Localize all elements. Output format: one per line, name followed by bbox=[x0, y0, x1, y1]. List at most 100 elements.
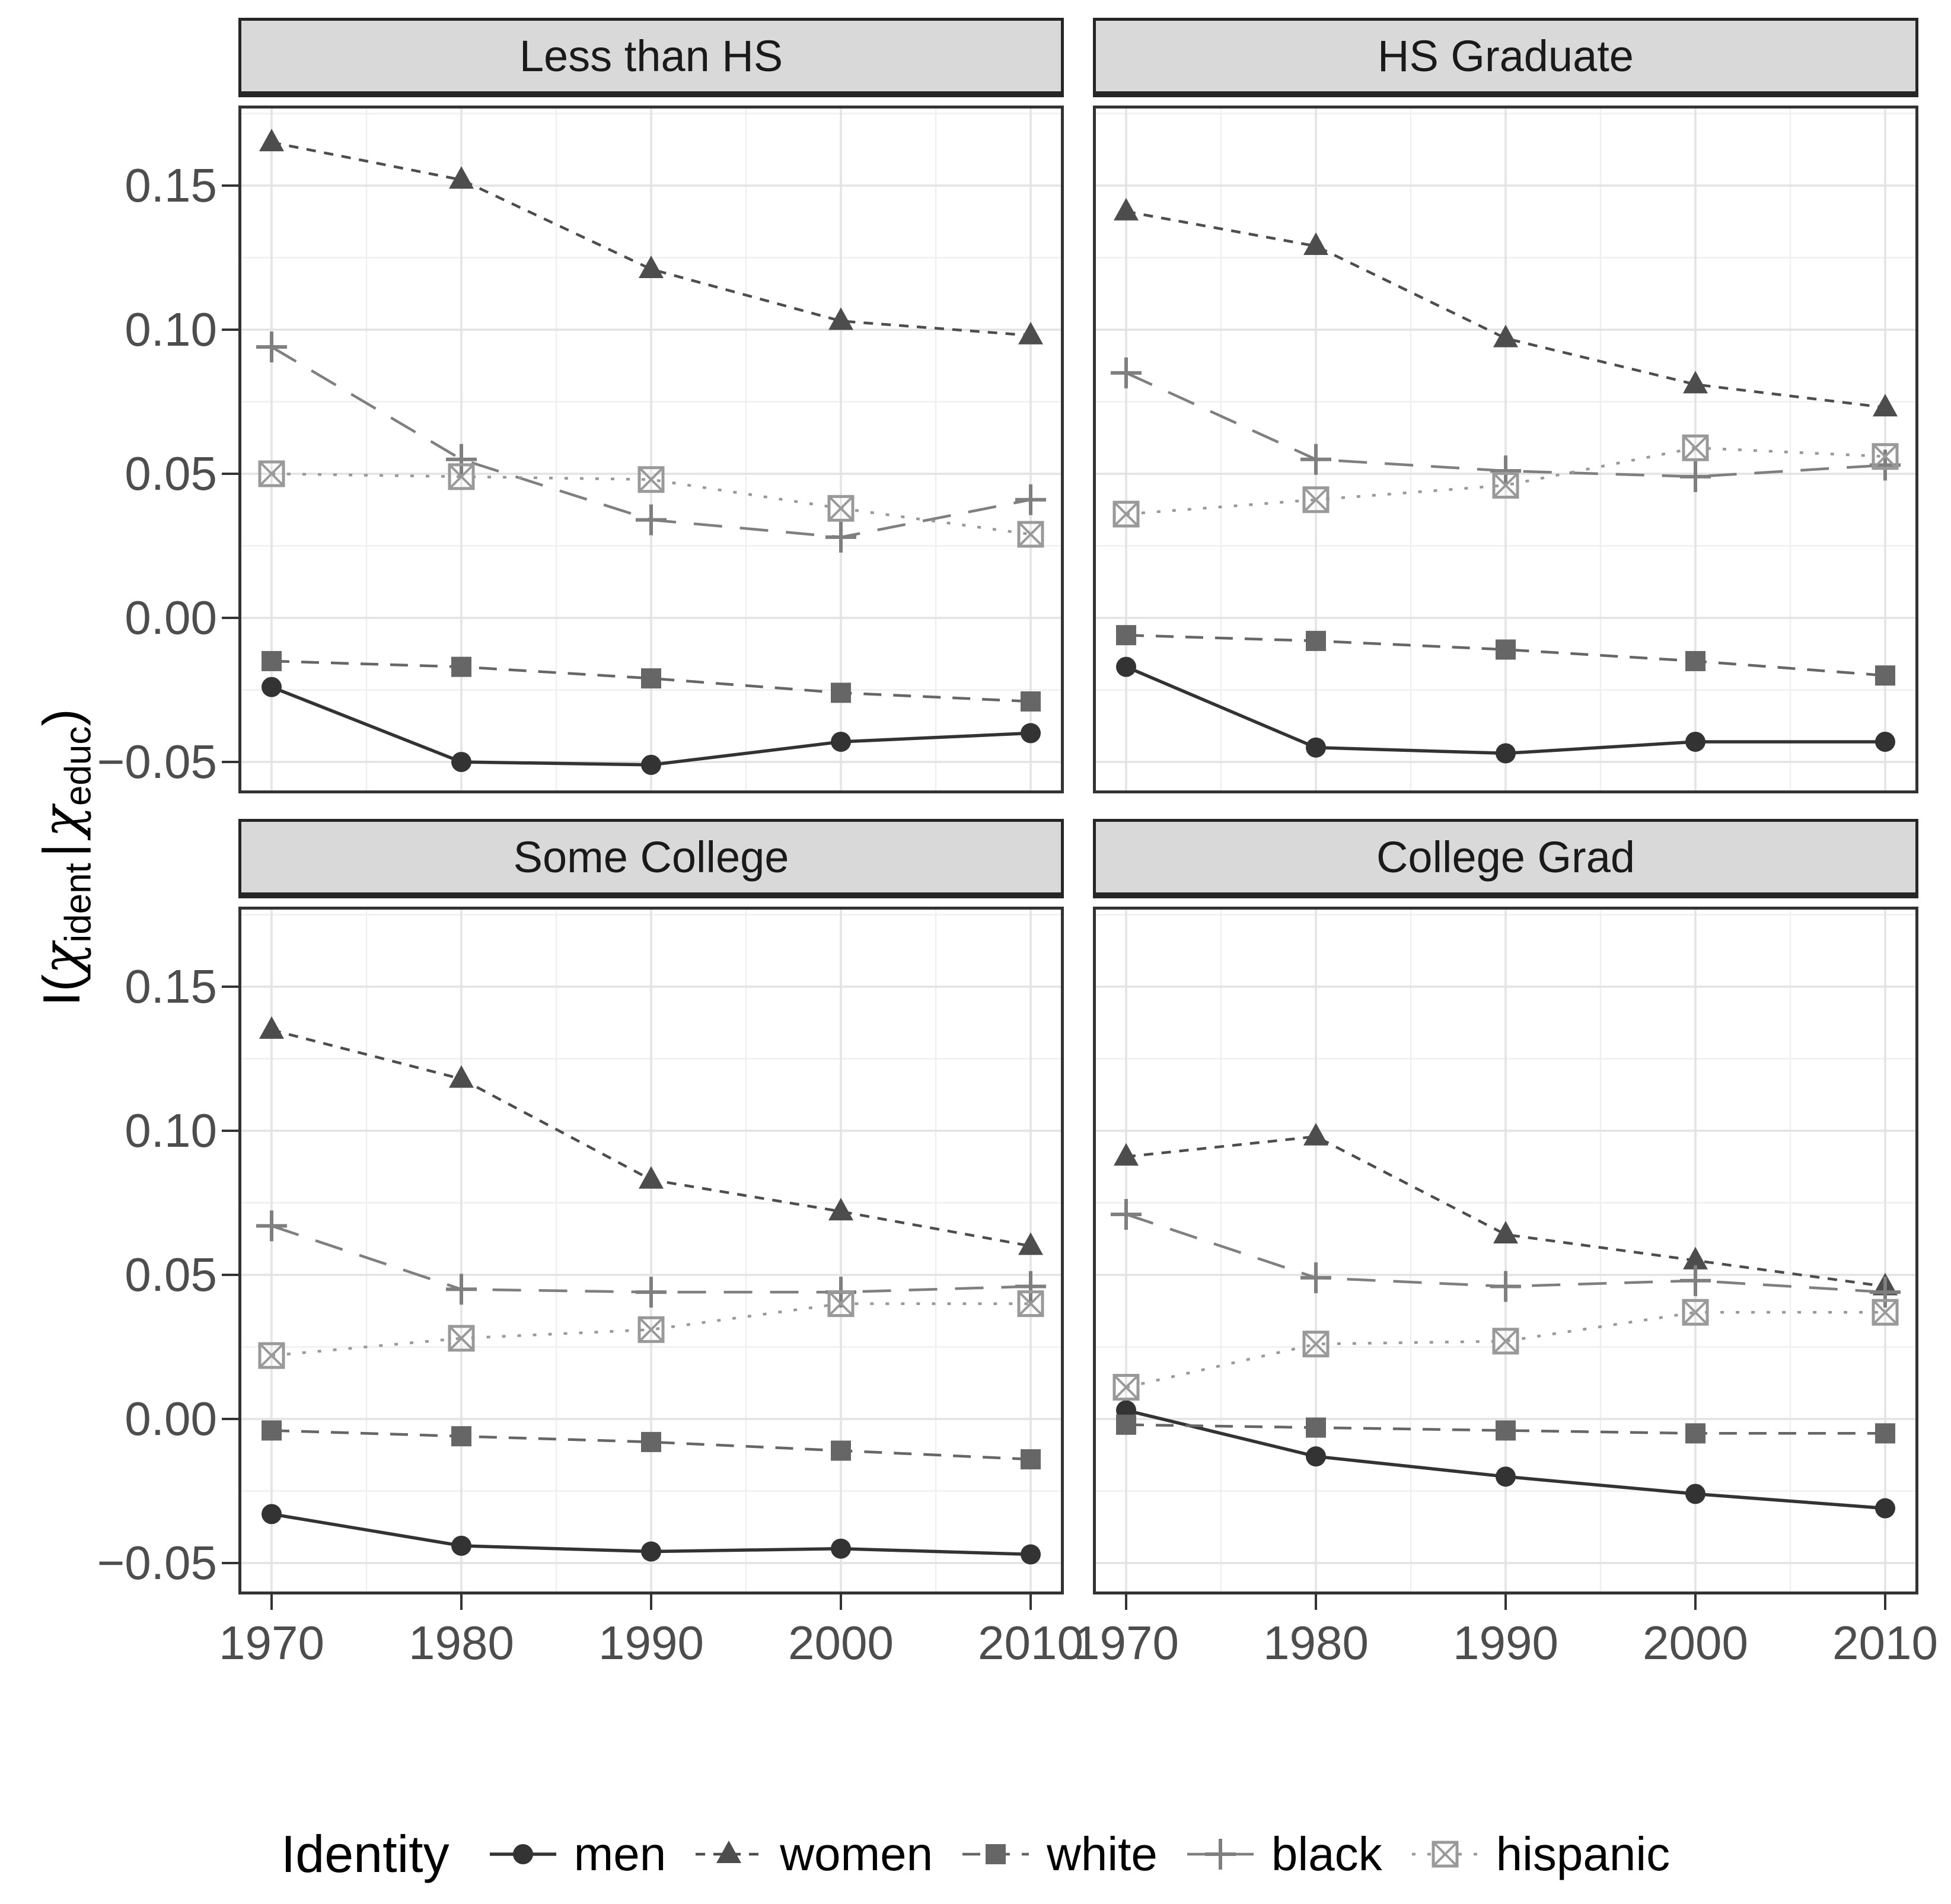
x-tick-mark bbox=[1125, 1594, 1127, 1610]
data-point-white bbox=[1875, 665, 1895, 686]
panel-less-than-hs bbox=[238, 106, 1064, 793]
data-point-white bbox=[831, 1440, 851, 1461]
data-point-white bbox=[831, 682, 851, 703]
x-tick-mark bbox=[1029, 1594, 1032, 1610]
data-point-women bbox=[449, 1065, 474, 1088]
data-point-hispanic bbox=[637, 466, 665, 493]
x-tick-mark bbox=[1884, 1594, 1886, 1610]
y-tick-mark bbox=[222, 1130, 238, 1132]
x-tick-label: 2000 bbox=[1643, 1616, 1748, 1669]
y-tick-mark bbox=[222, 761, 238, 763]
x-tick-mark bbox=[840, 1594, 842, 1610]
data-point-women bbox=[259, 129, 284, 152]
data-point-hispanic bbox=[1302, 1331, 1330, 1358]
series-men bbox=[262, 677, 1041, 775]
series-men bbox=[262, 1504, 1041, 1565]
data-point-hispanic bbox=[1682, 1299, 1709, 1326]
data-point-black bbox=[446, 1274, 477, 1305]
data-point-women bbox=[639, 255, 664, 278]
data-point-black bbox=[1490, 455, 1521, 487]
data-point-black bbox=[256, 1210, 287, 1242]
y-tick-label: 0.00 bbox=[125, 1392, 217, 1445]
y-tick-label: 0.10 bbox=[125, 303, 217, 356]
data-point-white bbox=[1021, 691, 1041, 712]
y-title-pipe: | bbox=[32, 843, 91, 857]
legend-label: women bbox=[780, 1828, 933, 1880]
data-point-hispanic bbox=[1017, 1290, 1044, 1318]
data-point-hispanic bbox=[448, 1325, 475, 1352]
y-tick-mark bbox=[222, 1562, 238, 1564]
data-point-men bbox=[1685, 1484, 1705, 1504]
panel-plot-area bbox=[1093, 907, 1918, 1594]
data-point-white bbox=[262, 650, 282, 671]
data-point-hispanic bbox=[1492, 1328, 1519, 1355]
data-point-women bbox=[1303, 1122, 1328, 1146]
data-point-women bbox=[1493, 1220, 1518, 1243]
data-point-black bbox=[1490, 1271, 1521, 1302]
data-point-white bbox=[451, 1426, 471, 1447]
y-tick-label: −0.05 bbox=[97, 1536, 217, 1589]
data-point-white bbox=[451, 656, 471, 677]
data-point-white bbox=[1685, 650, 1705, 671]
data-point-hispanic bbox=[258, 1342, 285, 1369]
legend-key-plus-icon bbox=[1187, 1839, 1254, 1870]
facet-strip-label: HS Graduate bbox=[1378, 31, 1634, 81]
data-point-hispanic bbox=[1017, 521, 1044, 548]
series-black bbox=[256, 331, 1046, 553]
data-point-black bbox=[446, 444, 477, 475]
facet-strip-college-grad: College Grad bbox=[1093, 819, 1918, 898]
y-title-close: ) bbox=[32, 709, 91, 726]
data-point-hispanic bbox=[258, 460, 285, 487]
data-point-men bbox=[1685, 731, 1705, 752]
data-point-hispanic bbox=[1872, 1299, 1899, 1326]
data-point-black bbox=[636, 1277, 667, 1308]
y-tick-mark bbox=[222, 473, 238, 475]
data-point-hispanic bbox=[1682, 434, 1709, 461]
data-point-women bbox=[1683, 1246, 1708, 1270]
data-point-men bbox=[641, 1541, 661, 1562]
legend-item-hispanic: hispanic bbox=[1410, 1825, 1670, 1884]
data-point-men bbox=[1021, 723, 1041, 744]
series-black bbox=[1111, 1198, 1901, 1308]
data-point-men bbox=[451, 1535, 471, 1556]
x-tick-label: 1990 bbox=[1453, 1616, 1558, 1669]
data-point-black bbox=[1870, 1277, 1901, 1308]
data-point-women bbox=[1018, 1232, 1043, 1255]
facet-strip-some-college: Some College bbox=[238, 819, 1064, 898]
legend-key-circle-icon bbox=[489, 1844, 556, 1864]
data-point-men bbox=[1496, 1466, 1516, 1487]
data-point-women bbox=[1873, 394, 1898, 417]
data-point-women bbox=[449, 166, 474, 189]
data-point-hispanic bbox=[1872, 443, 1899, 470]
chi-symbol: χ bbox=[31, 806, 92, 838]
y-tick-label: 0.05 bbox=[125, 1248, 217, 1301]
facet-strip-hs-graduate: HS Graduate bbox=[1093, 18, 1918, 97]
data-point-men bbox=[1306, 1446, 1326, 1467]
data-point-black bbox=[1300, 444, 1331, 475]
y-tick-label: 0.10 bbox=[125, 1104, 217, 1157]
x-tick-label: 1980 bbox=[1263, 1616, 1369, 1669]
x-tick-mark bbox=[270, 1594, 273, 1610]
data-point-white bbox=[641, 1431, 661, 1452]
data-point-women bbox=[1018, 321, 1043, 345]
data-point-white bbox=[1306, 630, 1326, 651]
data-point-women bbox=[1493, 324, 1518, 347]
series-white bbox=[1116, 625, 1895, 686]
data-point-men bbox=[1875, 731, 1895, 752]
facet-strip-label: Less than HS bbox=[519, 31, 783, 81]
data-point-women bbox=[828, 1198, 853, 1221]
y-tick-label: 0.00 bbox=[125, 591, 217, 644]
x-tick-label: 2010 bbox=[1832, 1616, 1938, 1669]
legend-item-men: men bbox=[487, 1825, 666, 1884]
data-point-white bbox=[1496, 1420, 1516, 1441]
data-point-white bbox=[1116, 625, 1136, 646]
series-white bbox=[1116, 1414, 1895, 1444]
legend-title: Identity bbox=[280, 1825, 450, 1883]
data-point-black bbox=[1680, 1265, 1711, 1296]
facet-strip-label: College Grad bbox=[1376, 833, 1635, 882]
series-hispanic bbox=[258, 1290, 1044, 1369]
data-point-men bbox=[451, 752, 471, 772]
data-point-black bbox=[1015, 1271, 1046, 1302]
y-tick-mark bbox=[222, 329, 238, 331]
